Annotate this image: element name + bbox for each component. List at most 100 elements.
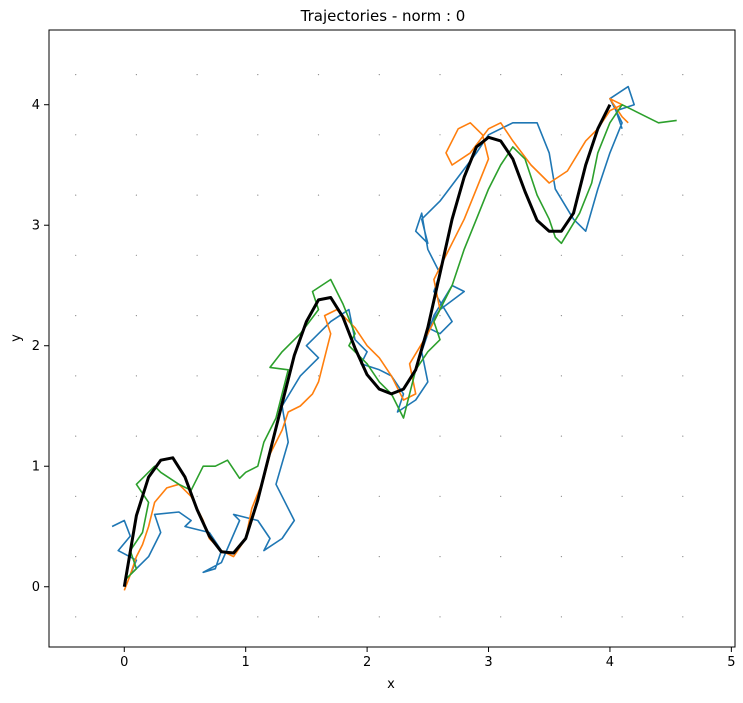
grid-dot [135, 254, 137, 256]
grid-dot [317, 616, 320, 618]
grid-dot [257, 74, 259, 76]
grid-dot [75, 315, 77, 317]
grid-dot [257, 556, 259, 558]
grid-dot [135, 134, 137, 136]
grid-dot [682, 134, 684, 136]
grid-dot [196, 556, 198, 558]
grid-dot [196, 254, 198, 256]
grid-dot [75, 375, 77, 377]
grid-dot [257, 616, 259, 618]
grid-dot [317, 556, 320, 558]
grid-dot [317, 194, 320, 196]
grid-dot [560, 74, 563, 76]
grid-dot [621, 375, 623, 377]
grid-dot [621, 74, 623, 76]
grid-dot [500, 375, 502, 377]
grid-dot [439, 134, 441, 136]
grid-dot [682, 315, 684, 317]
grid-dot [500, 495, 502, 497]
grid-dot [75, 254, 77, 256]
grid-dot [257, 194, 259, 196]
y-axis-label: y [9, 334, 24, 342]
grid-dot [560, 194, 563, 196]
grid-dot [196, 375, 198, 377]
grid-dot [560, 315, 563, 317]
grid-dot [439, 435, 441, 437]
grid-dot [560, 616, 563, 618]
grid-dot [500, 435, 502, 437]
x-axis-label: x [387, 677, 395, 692]
grid-dot [378, 435, 380, 437]
y-tick-label: 0 [32, 580, 40, 595]
grid-dot [439, 556, 441, 558]
grid-dot [196, 495, 198, 497]
grid-dot [75, 435, 77, 437]
grid-dot [500, 194, 502, 196]
grid-dot [75, 495, 77, 497]
grid-dot [317, 375, 320, 377]
grid-dot [317, 74, 320, 76]
grid-dot [317, 254, 320, 256]
reference-curve [122, 104, 612, 587]
grid-dot [621, 134, 623, 136]
grid-dot [135, 74, 137, 76]
grid-dot [560, 375, 563, 377]
grid-dot [378, 194, 380, 196]
grid-dot [439, 616, 441, 618]
series-group [111, 85, 677, 591]
grid-dot [500, 134, 502, 136]
trajectory-line-3 [123, 103, 677, 582]
grid-dot [196, 134, 198, 136]
grid-dot [439, 315, 441, 317]
grid-dot [560, 254, 563, 256]
grid-dot [682, 556, 684, 558]
grid-dot [75, 194, 77, 196]
x-tick-label: 5 [727, 655, 735, 670]
y-tick-label: 1 [32, 460, 40, 475]
grid-dot [439, 375, 441, 377]
grid-dot [196, 616, 198, 618]
grid-dot [257, 375, 259, 377]
grid-dot [439, 74, 441, 76]
grid-dot [682, 495, 684, 497]
grid-dot [500, 315, 502, 317]
x-tick-label: 1 [242, 655, 250, 670]
grid-dot [378, 315, 380, 317]
grid-dot [257, 315, 259, 317]
grid-dot [621, 495, 623, 497]
trajectory-line-1 [111, 85, 636, 576]
grid-dot [682, 375, 684, 377]
grid-dot [378, 495, 380, 497]
grid-dot [621, 194, 623, 196]
grid-dot [560, 556, 563, 558]
x-tick-label: 2 [363, 655, 371, 670]
grid-dot [196, 435, 198, 437]
grid-dot [378, 556, 380, 558]
grid-dot [439, 194, 441, 196]
grid-dot [378, 134, 380, 136]
grid-dot [196, 315, 198, 317]
y-axis-ticks: 0 1 2 3 4 [32, 98, 49, 595]
grid-dot [560, 435, 563, 437]
grid-dot [560, 495, 563, 497]
grid-dot [560, 134, 563, 136]
grid-dot [135, 435, 137, 437]
grid-dot [317, 134, 320, 136]
y-tick-label: 3 [32, 219, 40, 234]
grid-dot [135, 194, 137, 196]
grid-dot [75, 74, 77, 76]
grid-dot [682, 194, 684, 196]
grid-dot [621, 556, 623, 558]
grid-dot [500, 74, 502, 76]
grid-dot [317, 315, 320, 317]
grid-dot [75, 616, 77, 618]
x-tick-label: 3 [484, 655, 492, 670]
x-axis-ticks: 0 1 2 3 4 5 [120, 647, 735, 670]
grid-dot [621, 435, 623, 437]
y-tick-label: 2 [32, 339, 40, 354]
grid-dot [378, 254, 380, 256]
grid-dot [196, 194, 198, 196]
grid-dot [682, 254, 684, 256]
grid-dot [317, 435, 320, 437]
grid-dot [75, 134, 77, 136]
